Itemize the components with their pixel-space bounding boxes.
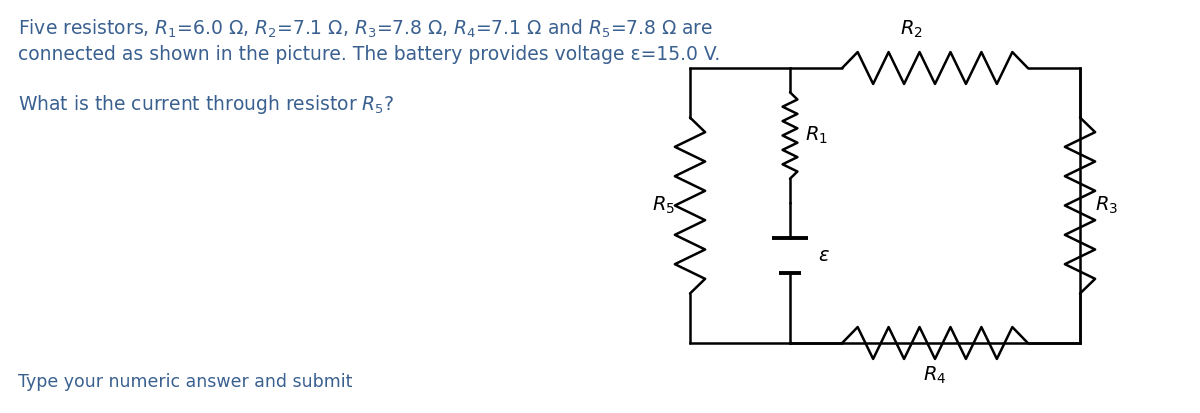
Text: $R_2$: $R_2$: [900, 19, 923, 40]
Text: $R_5$: $R_5$: [652, 195, 674, 216]
Text: What is the current through resistor $R_5$?: What is the current through resistor $R_…: [18, 93, 395, 116]
Text: Type your numeric answer and submit: Type your numeric answer and submit: [18, 373, 353, 391]
Text: $R_3$: $R_3$: [1096, 195, 1118, 216]
Text: connected as shown in the picture. The battery provides voltage ε=15.0 V.: connected as shown in the picture. The b…: [18, 45, 720, 64]
Text: $R_1$: $R_1$: [805, 125, 828, 146]
Text: $R_4$: $R_4$: [923, 365, 947, 386]
Text: Five resistors, $R_1$=6.0 Ω, $R_2$=7.1 Ω, $R_3$=7.8 Ω, $R_4$=7.1 Ω and $R_5$=7.8: Five resistors, $R_1$=6.0 Ω, $R_2$=7.1 Ω…: [18, 18, 713, 40]
Text: ε: ε: [818, 246, 828, 265]
